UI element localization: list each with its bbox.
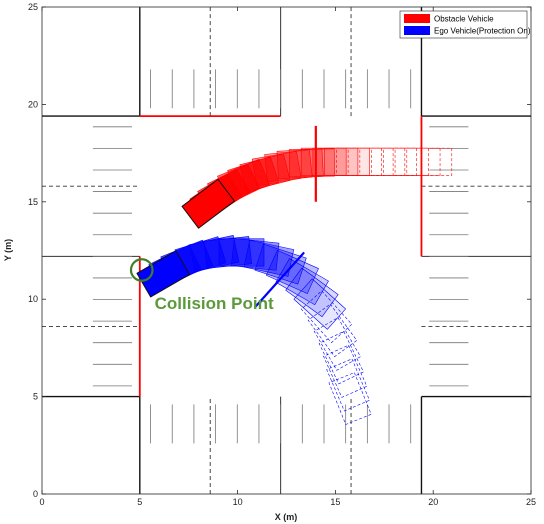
- ego-vehicle-footprint: [328, 372, 372, 425]
- legend-label-ego: Ego Vehicle(Protection On): [434, 27, 531, 36]
- tick-layer: 0 5 10 15 20 25 0 5 10 15 20 25: [28, 2, 536, 507]
- obstacle-vehicle-footprint: [324, 147, 370, 176]
- legend: Obstacle Vehicle Ego Vehicle(Protection …: [399, 10, 531, 39]
- y-axis-label: Y (m): [3, 239, 13, 261]
- ego-vehicle-footprint: [254, 243, 307, 285]
- obstacle-vehicle-footprint: [300, 147, 347, 176]
- x-tick-label: 5: [137, 497, 142, 507]
- obstacle-vehicle-footprint: [383, 147, 429, 176]
- obstacle-vehicle-footprint: [359, 147, 406, 176]
- y-tick-label: 25: [28, 2, 38, 12]
- y-tick-label: 5: [33, 392, 38, 402]
- x-tick-label: 0: [39, 497, 44, 507]
- obstacle-vehicle-footprint: [394, 147, 441, 176]
- obstacle-vehicle-footprint: [181, 178, 236, 229]
- ego-vehicle-footprint: [300, 290, 353, 344]
- road-layer: [42, 7, 531, 494]
- ego-vehicle-footprint: [313, 317, 361, 371]
- ego-vehicle-footprint: [318, 331, 364, 385]
- obstacle-vehicle-footprint: [312, 147, 359, 176]
- y-tick-label: 10: [28, 294, 38, 304]
- collision-point-label: Collision Point: [155, 294, 274, 313]
- ego-vehicle-footprint: [323, 344, 368, 398]
- x-tick-label: 10: [233, 497, 243, 507]
- legend-swatch-ego: [404, 26, 430, 35]
- ego-vehicle-footprint: [136, 250, 191, 298]
- annotation-layer: Collision Point: [129, 258, 274, 313]
- collision-circle: [129, 258, 154, 282]
- y-tick-label: 15: [28, 197, 38, 207]
- legend-swatch-obstacle: [404, 14, 430, 23]
- obstacle-vehicle-footprint: [406, 147, 453, 176]
- vehicle-layer: [136, 125, 453, 425]
- x-axis-label: X (m): [275, 512, 298, 522]
- ego-vehicle-footprint: [326, 358, 370, 412]
- axes-frame: [41, 6, 532, 495]
- x-tick-label: 20: [428, 497, 438, 507]
- ego-marker-line: [254, 251, 305, 308]
- y-tick-label: 0: [33, 489, 38, 499]
- y-tick-label: 20: [28, 99, 38, 109]
- x-tick-label: 25: [526, 497, 536, 507]
- obstacle-vehicle-footprint: [371, 147, 417, 176]
- obstacle-vehicle-footprint: [347, 147, 394, 176]
- ego-vehicle-footprint: [307, 303, 358, 358]
- x-tick-label: 15: [330, 497, 340, 507]
- axes-background: [42, 7, 531, 494]
- ego-vehicle-footprint: [293, 278, 347, 330]
- legend-label-obstacle: Obstacle Vehicle: [434, 15, 494, 24]
